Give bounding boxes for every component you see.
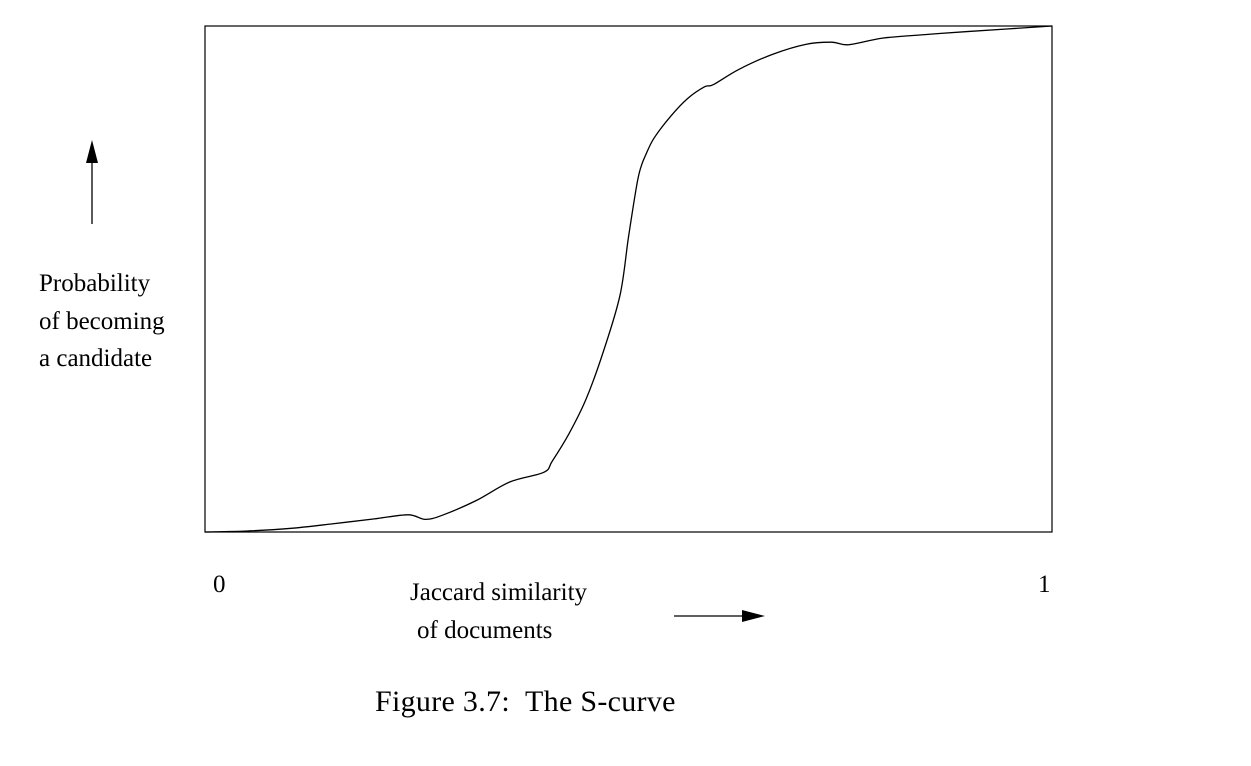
x-axis-label-line-2: of documents — [417, 617, 552, 644]
plot-frame — [204, 25, 1053, 533]
x-axis-arrow-head — [742, 610, 765, 622]
x-tick-label-0: 0 — [213, 571, 226, 598]
s-curve-line — [204, 25, 1053, 533]
x-tick-label-1: 1 — [1038, 571, 1051, 598]
y-axis-label-line-3: a candidate — [39, 345, 152, 372]
x-axis-label-line-1: Jaccard similarity — [410, 579, 588, 606]
figure-caption: Figure 3.7: The S-curve — [375, 685, 676, 718]
y-axis-arrow-head — [86, 140, 98, 163]
y-axis-label-line-1: Probability — [39, 270, 151, 297]
y-axis-label-line-2: of becoming — [39, 308, 165, 335]
